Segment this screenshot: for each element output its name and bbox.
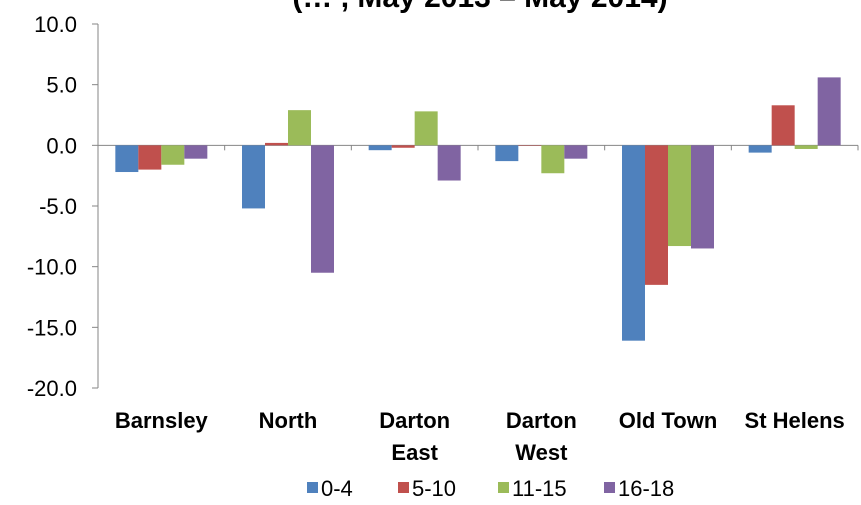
chart-bars bbox=[115, 77, 841, 341]
y-axis-ticks: 10.0 5.0 0.0 -5.0 -10.0 -15.0 -20.0 bbox=[27, 12, 77, 401]
legend-label: 0-4 bbox=[321, 476, 353, 501]
y-tick-label: 5.0 bbox=[46, 73, 77, 98]
chart-legend: 0-4 5-10 11-15 16-18 bbox=[307, 476, 674, 501]
legend-swatch bbox=[604, 482, 615, 493]
bar-5-10-darton-east bbox=[391, 145, 415, 148]
bar-0-4-old-town bbox=[622, 145, 645, 341]
legend-label: 5-10 bbox=[412, 476, 456, 501]
x-axis-ticks: Barnsley North Darton East Darton West Old Tow… bbox=[115, 408, 845, 465]
bar-5-10-old-town bbox=[645, 145, 668, 285]
x-tick-label: St Helens bbox=[745, 408, 845, 433]
bar-0-4-st-helens bbox=[748, 145, 772, 153]
legend-label: 16-18 bbox=[618, 476, 674, 501]
bar-0-4-darton-west bbox=[495, 145, 519, 162]
bar-11-15-st-helens bbox=[794, 145, 818, 149]
bar-16-18-old-town bbox=[691, 145, 714, 249]
x-tick-label: Darton West bbox=[506, 408, 577, 465]
legend-swatch bbox=[307, 482, 318, 493]
bar-5-10-north bbox=[265, 142, 288, 146]
bar-16-18-st-helens bbox=[817, 77, 841, 146]
bar-0-4-north bbox=[242, 145, 265, 209]
bar-11-15-north bbox=[288, 110, 311, 146]
bar-5-10-darton-west bbox=[518, 145, 542, 146]
bar-16-18-barnsley bbox=[184, 145, 208, 159]
bar-11-15-barnsley bbox=[161, 145, 185, 165]
bar-5-10-st-helens bbox=[771, 105, 795, 146]
bar-11-15-old-town bbox=[668, 145, 691, 247]
legend-swatch bbox=[398, 482, 409, 493]
y-tick-label: 10.0 bbox=[34, 12, 77, 37]
chart-title: (… , May 2013 – May 2014) bbox=[292, 0, 667, 14]
x-tick-label: North bbox=[259, 408, 318, 433]
bar-5-10-barnsley bbox=[138, 145, 162, 170]
bar-0-4-barnsley bbox=[115, 145, 139, 173]
bar-11-15-darton-east bbox=[414, 111, 438, 146]
bar-16-18-north bbox=[311, 145, 334, 273]
bar-11-15-darton-west bbox=[541, 145, 565, 174]
legend-swatch bbox=[498, 482, 509, 493]
y-tick-label: -5.0 bbox=[39, 194, 77, 219]
x-tick-label: Darton East bbox=[379, 408, 450, 465]
legend-label: 11-15 bbox=[512, 476, 567, 501]
bar-16-18-darton-west bbox=[564, 145, 588, 159]
y-tick-label: -20.0 bbox=[27, 376, 77, 401]
bar-16-18-darton-east bbox=[437, 145, 461, 181]
chart-axes bbox=[92, 23, 859, 389]
y-tick-label: 0.0 bbox=[46, 133, 77, 158]
x-tick-label: Old Town bbox=[619, 408, 718, 433]
x-tick-label: Barnsley bbox=[115, 408, 209, 433]
bar-0-4-darton-east bbox=[368, 145, 392, 151]
y-tick-label: -15.0 bbox=[27, 315, 77, 340]
y-tick-label: -10.0 bbox=[27, 255, 77, 280]
